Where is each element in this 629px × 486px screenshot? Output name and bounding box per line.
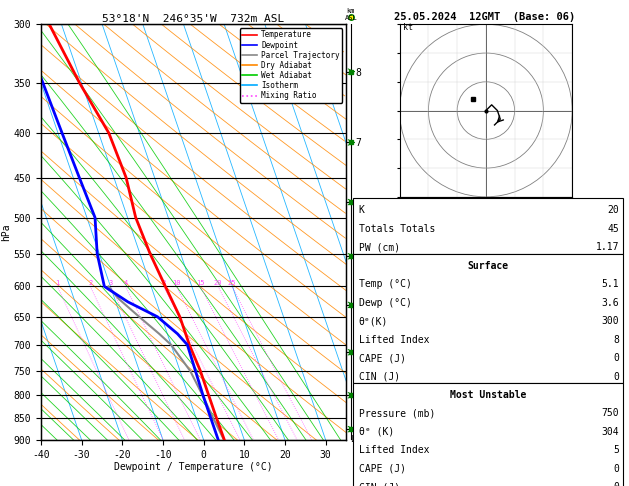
Text: 15: 15 bbox=[196, 280, 204, 286]
Text: 750: 750 bbox=[601, 408, 619, 418]
Text: 8: 8 bbox=[613, 334, 619, 345]
Text: 5.1: 5.1 bbox=[601, 279, 619, 289]
Text: 20: 20 bbox=[607, 205, 619, 215]
Title: 53°18'N  246°35'W  732m ASL: 53°18'N 246°35'W 732m ASL bbox=[103, 14, 284, 23]
Text: CIN (J): CIN (J) bbox=[359, 371, 399, 382]
Text: 304: 304 bbox=[601, 427, 619, 437]
Text: kt: kt bbox=[403, 23, 413, 32]
Text: LCL: LCL bbox=[346, 435, 366, 444]
Text: 3: 3 bbox=[109, 280, 113, 286]
Text: CAPE (J): CAPE (J) bbox=[359, 464, 406, 474]
Text: 0: 0 bbox=[613, 353, 619, 363]
Text: 45: 45 bbox=[607, 224, 619, 234]
Text: 0: 0 bbox=[613, 464, 619, 474]
Text: K: K bbox=[359, 205, 364, 215]
Text: 10: 10 bbox=[172, 280, 181, 286]
Text: km
ASL: km ASL bbox=[345, 7, 357, 20]
Text: Totals Totals: Totals Totals bbox=[359, 224, 435, 234]
Text: CAPE (J): CAPE (J) bbox=[359, 353, 406, 363]
Text: CIN (J): CIN (J) bbox=[359, 482, 399, 486]
Text: Pressure (mb): Pressure (mb) bbox=[359, 408, 435, 418]
Text: © weatheronline.co.uk: © weatheronline.co.uk bbox=[518, 474, 623, 484]
Text: θᵉ (K): θᵉ (K) bbox=[359, 427, 394, 437]
X-axis label: Dewpoint / Temperature (°C): Dewpoint / Temperature (°C) bbox=[114, 462, 273, 472]
Y-axis label: hPa: hPa bbox=[1, 223, 11, 241]
Text: 25.05.2024  12GMT  (Base: 06): 25.05.2024 12GMT (Base: 06) bbox=[394, 12, 575, 22]
Text: 8: 8 bbox=[162, 280, 166, 286]
Legend: Temperature, Dewpoint, Parcel Trajectory, Dry Adiabat, Wet Adiabat, Isotherm, Mi: Temperature, Dewpoint, Parcel Trajectory… bbox=[240, 28, 342, 103]
Text: 5: 5 bbox=[613, 445, 619, 455]
Text: 20: 20 bbox=[214, 280, 222, 286]
Text: 300: 300 bbox=[601, 316, 619, 326]
Y-axis label: km
ASL: km ASL bbox=[364, 213, 379, 232]
Text: Lifted Index: Lifted Index bbox=[359, 334, 429, 345]
Text: 0: 0 bbox=[613, 482, 619, 486]
Text: 2: 2 bbox=[88, 280, 92, 286]
Text: Surface: Surface bbox=[467, 260, 509, 271]
Text: 1.17: 1.17 bbox=[596, 242, 619, 252]
Text: Temp (°C): Temp (°C) bbox=[359, 279, 411, 289]
Text: PW (cm): PW (cm) bbox=[359, 242, 399, 252]
Text: 1: 1 bbox=[55, 280, 60, 286]
Text: 0: 0 bbox=[613, 371, 619, 382]
Text: Lifted Index: Lifted Index bbox=[359, 445, 429, 455]
Text: 3.6: 3.6 bbox=[601, 297, 619, 308]
Text: θᵉ(K): θᵉ(K) bbox=[359, 316, 388, 326]
Text: Dewp (°C): Dewp (°C) bbox=[359, 297, 411, 308]
Text: 4: 4 bbox=[123, 280, 128, 286]
Text: 25: 25 bbox=[228, 280, 237, 286]
Text: Most Unstable: Most Unstable bbox=[450, 390, 526, 400]
